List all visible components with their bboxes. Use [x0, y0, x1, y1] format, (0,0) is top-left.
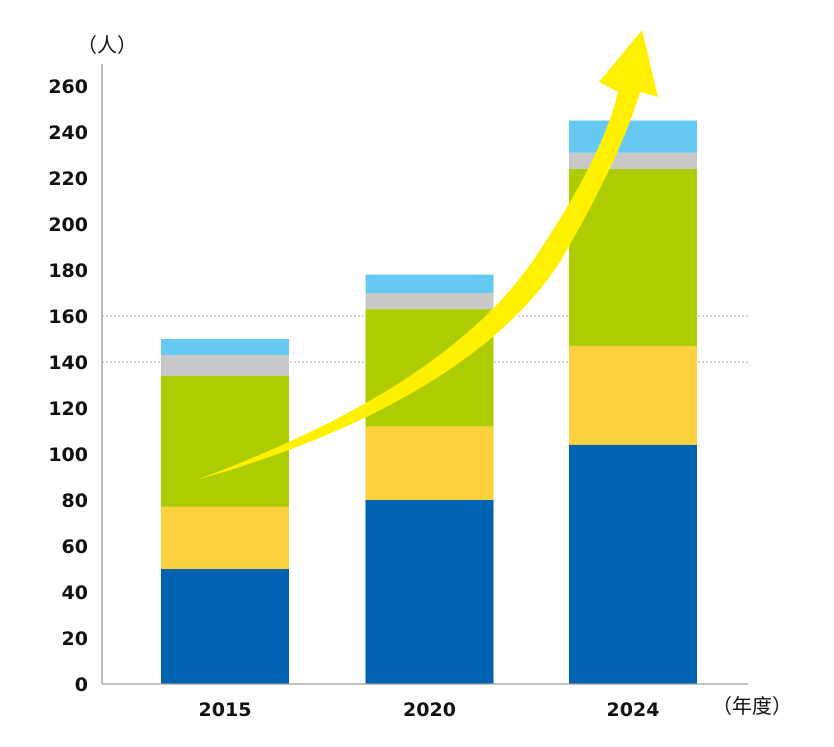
bar-segment-series-4-2024: [569, 152, 697, 169]
y-tick-label: 160: [48, 306, 88, 328]
bar-segment-series-2-2015: [161, 506, 289, 569]
bar-segment-series-1-2015: [161, 569, 289, 684]
bar-segment-series-1-2020: [365, 500, 494, 684]
y-tick-label: 140: [48, 352, 88, 374]
y-tick-label: 120: [48, 398, 88, 420]
y-tick-label: 20: [62, 628, 88, 650]
y-tick-label: 260: [48, 76, 88, 98]
x-tick-label: 2015: [199, 699, 252, 721]
y-tick-label: 0: [75, 674, 88, 696]
bar-segment-series-2-2024: [569, 345, 697, 445]
bar-segment-series-5-2024: [569, 120, 697, 153]
bar-segment-series-4-2015: [161, 355, 289, 376]
x-tick-label: 2020: [403, 699, 456, 721]
x-axis-unit-label: （年度）: [712, 694, 792, 718]
y-tick-label: 40: [62, 582, 88, 604]
bar-stack-2024: [569, 120, 697, 684]
axes: [101, 64, 748, 685]
x-tick-label: 2024: [607, 699, 660, 721]
y-tick-label: 200: [48, 214, 88, 236]
y-tick-label: 100: [48, 444, 88, 466]
y-tick-label: 240: [48, 122, 88, 144]
y-tick-label: 180: [48, 260, 88, 282]
y-tick-label: 80: [62, 490, 88, 512]
bars: [161, 120, 697, 684]
bar-segment-series-3-2015: [161, 375, 289, 507]
y-tick-label: 220: [48, 168, 88, 190]
bar-segment-series-2-2020: [365, 426, 494, 500]
y-axis-unit-label: （人）: [77, 33, 137, 57]
bar-segment-series-5-2020: [365, 274, 494, 293]
bar-segment-series-4-2020: [365, 293, 494, 310]
bar-stack-2015: [161, 339, 289, 684]
x-tick-labels: 2015 2020 2024: [199, 699, 660, 721]
bar-stack-2020: [365, 274, 494, 684]
trend-arrow-icon: [196, 30, 658, 480]
bar-segment-series-5-2015: [161, 339, 289, 356]
bar-segment-series-1-2024: [569, 444, 697, 684]
y-tick-labels: 0 20 40 60 80 100 120 140 160 180 200 220 240 260: [48, 76, 88, 696]
y-tick-label: 60: [62, 536, 88, 558]
